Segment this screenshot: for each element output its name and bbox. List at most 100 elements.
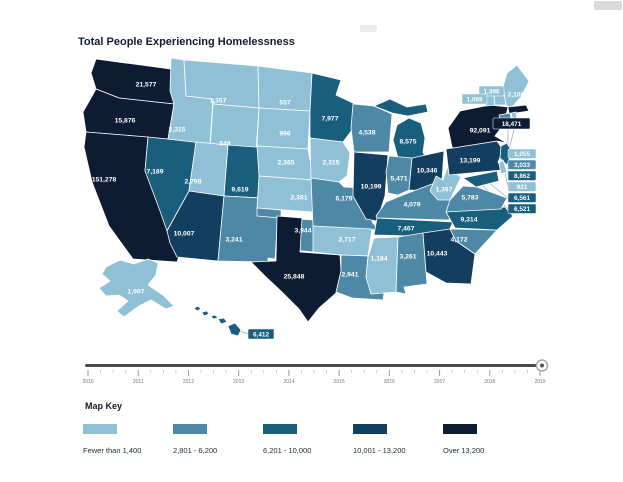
slider-year-2018[interactable]: 2018 [484, 379, 495, 385]
value-box-label-HI: 6,412 [253, 331, 269, 338]
value-box-HI[interactable] [247, 328, 275, 340]
slider-year-2016[interactable]: 2016 [384, 379, 395, 385]
value-box-MD[interactable] [507, 192, 537, 203]
value-box-label-VT: 1,089 [467, 96, 483, 103]
state-value-WA: 21,577 [136, 81, 157, 88]
key-swatch-5 [443, 424, 477, 434]
value-box-label-DE: 921 [517, 184, 528, 191]
state-TX[interactable] [250, 215, 342, 323]
state-value-CO: 9,619 [231, 186, 248, 193]
slider-year-2013[interactable]: 2013 [233, 379, 244, 385]
state-value-OR: 15,876 [115, 117, 136, 124]
slider-year-2015[interactable]: 2015 [334, 379, 345, 385]
state-value-WV: 1,397 [435, 186, 452, 193]
state-value-OK: 3,944 [294, 227, 311, 234]
state-AK[interactable] [98, 258, 175, 318]
value-box-VT[interactable] [461, 93, 488, 105]
value-box-MA[interactable] [492, 117, 531, 130]
state-WI[interactable] [350, 103, 393, 153]
state-value-TN: 7,467 [397, 225, 414, 232]
value-box-NJ[interactable] [507, 170, 537, 181]
value-box-label-RI: 1,055 [514, 151, 530, 158]
state-VA[interactable] [445, 185, 508, 213]
slider-year-labels: 2010 2011 2012 2013 2014 2015 2016 2017 2018 2019 [82, 379, 545, 385]
state-value-IL: 10,199 [361, 183, 382, 190]
state-value-AK: 1,907 [127, 288, 144, 295]
key-label-2: 2,801 - 6,200 [173, 446, 217, 455]
state-value-IN: 5,471 [390, 175, 407, 182]
ui-artifact [594, 1, 622, 10]
value-box-label-NH: 1,396 [484, 88, 500, 95]
year-slider: 2010 2011 2012 2013 2014 2015 2016 2017 2018 2019 [82, 359, 549, 385]
slider-year-2014[interactable]: 2014 [283, 379, 294, 385]
slider-track[interactable] [85, 364, 542, 367]
value-box-RI[interactable] [507, 148, 537, 159]
state-UT[interactable] [188, 141, 229, 197]
state-value-SD: 996 [279, 130, 291, 137]
state-value-ND: 557 [279, 99, 291, 106]
state-value-SC: 4,172 [450, 236, 467, 243]
state-value-PA: 13,199 [460, 157, 481, 164]
state-value-WY: 548 [219, 140, 231, 147]
state-value-KY: 4,079 [403, 201, 420, 208]
key-label-5: Over 13,200 [443, 446, 484, 455]
value-box-NH[interactable] [478, 85, 505, 97]
state-value-IA: 2,315 [322, 159, 339, 166]
state-DE[interactable] [498, 159, 508, 175]
value-box-label-MD: 6,561 [514, 195, 530, 202]
state-MS[interactable] [365, 236, 399, 295]
key-swatch-3 [263, 424, 297, 434]
key-swatch-4 [353, 424, 387, 434]
state-value-TX: 25,848 [284, 273, 305, 280]
state-value-OH: 10,346 [417, 167, 438, 174]
state-MN[interactable] [309, 72, 356, 143]
state-value-NE: 2,365 [277, 159, 294, 166]
slider-year-2011[interactable]: 2011 [133, 379, 144, 385]
state-value-VA: 5,783 [461, 194, 478, 201]
value-box-DE[interactable] [507, 181, 537, 192]
slider-year-2012[interactable]: 2012 [183, 379, 194, 385]
state-value-WI: 4,538 [358, 129, 375, 136]
leader-line-HI [239, 330, 249, 335]
slider-year-2019[interactable]: 2019 [534, 379, 545, 385]
state-ME[interactable] [502, 64, 530, 109]
state-value-MS: 1,184 [370, 255, 387, 262]
leader-line-MD [487, 181, 509, 199]
state-value-GA: 10,443 [427, 250, 448, 257]
state-value-UT: 2,798 [184, 178, 201, 185]
state-HI[interactable] [193, 305, 242, 337]
value-box-DC[interactable] [507, 203, 537, 214]
map-key-heading: Map Key [85, 401, 122, 411]
key-swatch-2 [173, 424, 207, 434]
state-value-NY: 92,091 [470, 127, 491, 134]
key-label-4: 10,001 - 13,200 [353, 446, 406, 455]
state-value-MN: 7,977 [321, 115, 338, 122]
slider-year-2010[interactable]: 2010 [82, 379, 93, 385]
key-swatch-1 [83, 424, 117, 434]
state-value-MO: 6,179 [335, 195, 352, 202]
map-key: Map Key Fewer than 1,400 2,801 - 6,200 6,2… [83, 401, 484, 455]
state-SC[interactable] [449, 228, 498, 255]
page-title: Total People Experiencing Homelessness [78, 36, 295, 48]
state-MA[interactable] [507, 104, 530, 115]
state-value-NV: 7,189 [146, 168, 163, 175]
map-key-swatches [83, 424, 477, 434]
state-SD[interactable] [256, 107, 311, 150]
value-box-label-DC: 6,521 [514, 206, 530, 213]
state-value-CA: 151,278 [92, 176, 117, 183]
slider-year-2017[interactable]: 2017 [434, 379, 445, 385]
state-MD[interactable] [462, 170, 500, 188]
value-box-label-NJ: 8,862 [514, 173, 530, 180]
state-value-AL: 3,261 [399, 253, 416, 260]
value-box-CT[interactable] [507, 159, 537, 170]
state-value-KS: 2,381 [290, 194, 307, 201]
state-AL[interactable] [395, 232, 428, 295]
slider-handle-dot [540, 363, 544, 368]
state-value-MT: 1,357 [209, 97, 226, 104]
value-box-label-MA: 18,471 [502, 121, 522, 128]
state-value-NM: 3,241 [225, 236, 242, 243]
state-value-LA: 2,941 [341, 271, 358, 278]
state-value-labels: 21,577 15,876 151,278 7,189 2,315 1,357 548 2,7… [92, 81, 525, 295]
